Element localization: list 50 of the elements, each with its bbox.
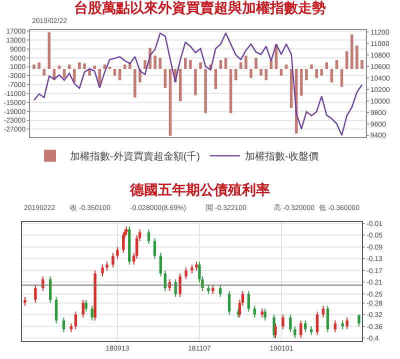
bar xyxy=(240,62,242,70)
legend-label: 加權指數-收盤價 xyxy=(245,150,318,163)
bar xyxy=(48,32,51,70)
bar xyxy=(144,60,146,70)
bar xyxy=(62,69,66,78)
chart-title: 台股萬點以來外資買賣超與加權指數走勢 xyxy=(74,0,326,17)
bar xyxy=(264,69,268,80)
bar xyxy=(260,69,262,76)
bar xyxy=(184,58,187,70)
bar xyxy=(73,69,76,82)
bar xyxy=(214,69,218,90)
line-series xyxy=(33,32,363,136)
bar xyxy=(42,69,46,76)
bar xyxy=(254,58,258,70)
bar xyxy=(356,46,358,70)
bar xyxy=(38,62,40,70)
bar xyxy=(123,64,126,70)
bar xyxy=(350,34,354,70)
bar xyxy=(58,66,61,70)
bar xyxy=(168,69,172,136)
bar xyxy=(250,69,252,78)
bar xyxy=(68,64,71,70)
bar xyxy=(219,60,222,70)
bar xyxy=(345,51,348,70)
bar xyxy=(189,60,192,70)
bar xyxy=(310,64,313,70)
bar xyxy=(194,69,197,96)
bar xyxy=(164,69,167,88)
bar xyxy=(229,69,232,114)
legend-label: 加權指數-外資買賣超金額(千) xyxy=(70,150,200,163)
bar xyxy=(199,62,202,70)
bar xyxy=(134,69,136,98)
bar xyxy=(335,60,338,70)
bar xyxy=(315,69,318,78)
bar xyxy=(340,69,344,87)
bar xyxy=(83,63,86,70)
bar xyxy=(178,69,182,102)
chart-title: 德國五年期公債殖利率 xyxy=(129,181,270,198)
bar xyxy=(78,62,81,70)
bar xyxy=(32,64,36,70)
bar xyxy=(204,69,207,114)
bar xyxy=(330,69,334,82)
bar xyxy=(305,69,308,80)
bar xyxy=(320,69,323,76)
bar xyxy=(360,60,364,70)
bar xyxy=(154,56,156,70)
bar xyxy=(244,56,248,70)
bar xyxy=(300,69,303,96)
bar xyxy=(93,66,96,70)
bar xyxy=(284,64,288,70)
